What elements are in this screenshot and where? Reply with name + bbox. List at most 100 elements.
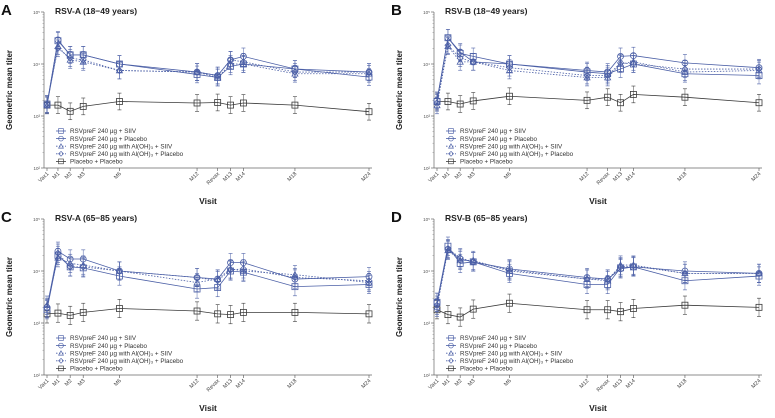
- series-1: [43, 32, 373, 113]
- error-bar: [757, 263, 761, 283]
- y-axis-label: Geometric mean titer: [395, 50, 404, 130]
- x-tick-label: M1: [52, 378, 62, 388]
- error-bar: [682, 60, 687, 78]
- diamond-marker: [226, 56, 235, 64]
- x-tick-label: M14: [235, 171, 247, 183]
- legend-marker: [58, 350, 64, 356]
- series-5: [433, 85, 763, 113]
- diamond-marker: [226, 266, 235, 274]
- legend-label: RSVpreF 240 µg with Al(OH)₃ + SIIV: [460, 350, 563, 357]
- diamond-marker: [79, 263, 87, 271]
- legend-marker: [448, 365, 454, 372]
- y-tick-label: 10⁵: [423, 217, 430, 222]
- series-2: [43, 31, 373, 115]
- error-bar: [682, 88, 687, 106]
- error-bar: [458, 95, 463, 113]
- triangle-marker: [448, 143, 454, 149]
- square-marker: [448, 128, 454, 134]
- x-tick-label: Vax1: [38, 171, 51, 184]
- x-axis-label: Visit: [589, 196, 607, 206]
- square-marker: [583, 96, 591, 104]
- chart-panel-a: A RSV-A (18−49 years) Geometric mean titer…: [1, 2, 373, 206]
- error-bar: [458, 49, 463, 67]
- series-line: [436, 45, 760, 106]
- y-tick-label: 10³: [423, 114, 430, 119]
- x-axis-label: Visit: [199, 403, 217, 413]
- y-tick-label: 10⁵: [33, 217, 40, 222]
- diamond-marker: [604, 275, 612, 283]
- error-bar: [195, 268, 200, 287]
- legend-marker: [58, 158, 64, 165]
- series-2: [433, 29, 763, 110]
- error-bar: [618, 257, 623, 277]
- diamond-marker: [115, 66, 124, 75]
- diamond-marker: [43, 304, 51, 313]
- square-marker: [448, 335, 454, 341]
- error-bar: [471, 299, 476, 319]
- error-bar: [507, 293, 512, 313]
- legend-label: RSVpreF 240 µg + SIIV: [70, 128, 137, 135]
- error-bar: [241, 94, 246, 112]
- error-bar: [45, 299, 49, 318]
- error-bar: [241, 259, 246, 279]
- legend-label: RSVpreF 240 µg + Placebo: [70, 343, 147, 350]
- error-bar: [507, 58, 512, 77]
- y-tick-label: 10³: [33, 321, 40, 326]
- diamond-marker: [755, 269, 763, 277]
- square-marker: [448, 365, 454, 372]
- triangle-marker: [448, 350, 454, 356]
- square-marker: [214, 99, 222, 106]
- diamond-marker: [239, 58, 247, 66]
- x-tick-label: M12: [189, 378, 201, 390]
- diamond-marker: [444, 41, 452, 49]
- error-bar: [215, 93, 220, 112]
- y-axis-label: Geometric mean titer: [5, 50, 14, 130]
- diamond-marker: [469, 58, 477, 66]
- chart-title: RSV-A (65−85 years): [55, 213, 137, 223]
- diamond-marker: [604, 71, 612, 80]
- series-5: [43, 92, 373, 121]
- error-bar: [585, 269, 590, 289]
- x-tick-label: M13: [612, 378, 624, 390]
- legend-label: Placebo + Placebo: [460, 159, 513, 166]
- error-bar: [435, 94, 439, 112]
- legend-label: RSVpreF 240 µg with Al(OH)₃ + Placebo: [460, 358, 574, 365]
- circle-marker: [58, 135, 64, 142]
- error-bar: [81, 257, 86, 277]
- x-tick-label: M2: [454, 171, 464, 181]
- error-bar: [55, 303, 60, 323]
- error-bar: [471, 252, 476, 272]
- diamond-marker: [616, 59, 625, 67]
- square-marker: [54, 309, 62, 317]
- x-tick-label: Revax: [206, 378, 221, 393]
- x-axis-label: Visit: [199, 196, 217, 206]
- triangle-marker: [58, 143, 64, 149]
- x-tick-label: M6: [503, 171, 513, 181]
- error-bar: [631, 256, 636, 276]
- diamond-marker: [291, 273, 299, 282]
- square-marker: [681, 93, 689, 101]
- square-marker: [365, 310, 373, 318]
- error-bar: [757, 94, 761, 112]
- error-bar: [618, 54, 623, 72]
- error-bar: [228, 51, 233, 69]
- square-marker: [58, 128, 64, 134]
- x-tick-label: M6: [113, 171, 123, 181]
- error-bar: [215, 271, 220, 291]
- series-4: [43, 243, 373, 318]
- legend-marker: [58, 150, 64, 157]
- error-bar: [241, 53, 246, 71]
- diamond-marker: [193, 273, 201, 282]
- error-bar: [292, 268, 297, 287]
- series-1: [43, 245, 373, 320]
- error-bar: [215, 66, 220, 85]
- error-bar: [605, 300, 610, 320]
- series-line: [436, 302, 760, 318]
- legend-label: RSVpreF 240 µg + Placebo: [460, 136, 537, 143]
- square-marker: [583, 306, 591, 314]
- x-tick-label: M14: [235, 378, 247, 390]
- x-tick-label: M2: [64, 378, 74, 388]
- square-marker: [456, 313, 464, 321]
- legend-label: RSVpreF 240 µg + SIIV: [460, 335, 527, 342]
